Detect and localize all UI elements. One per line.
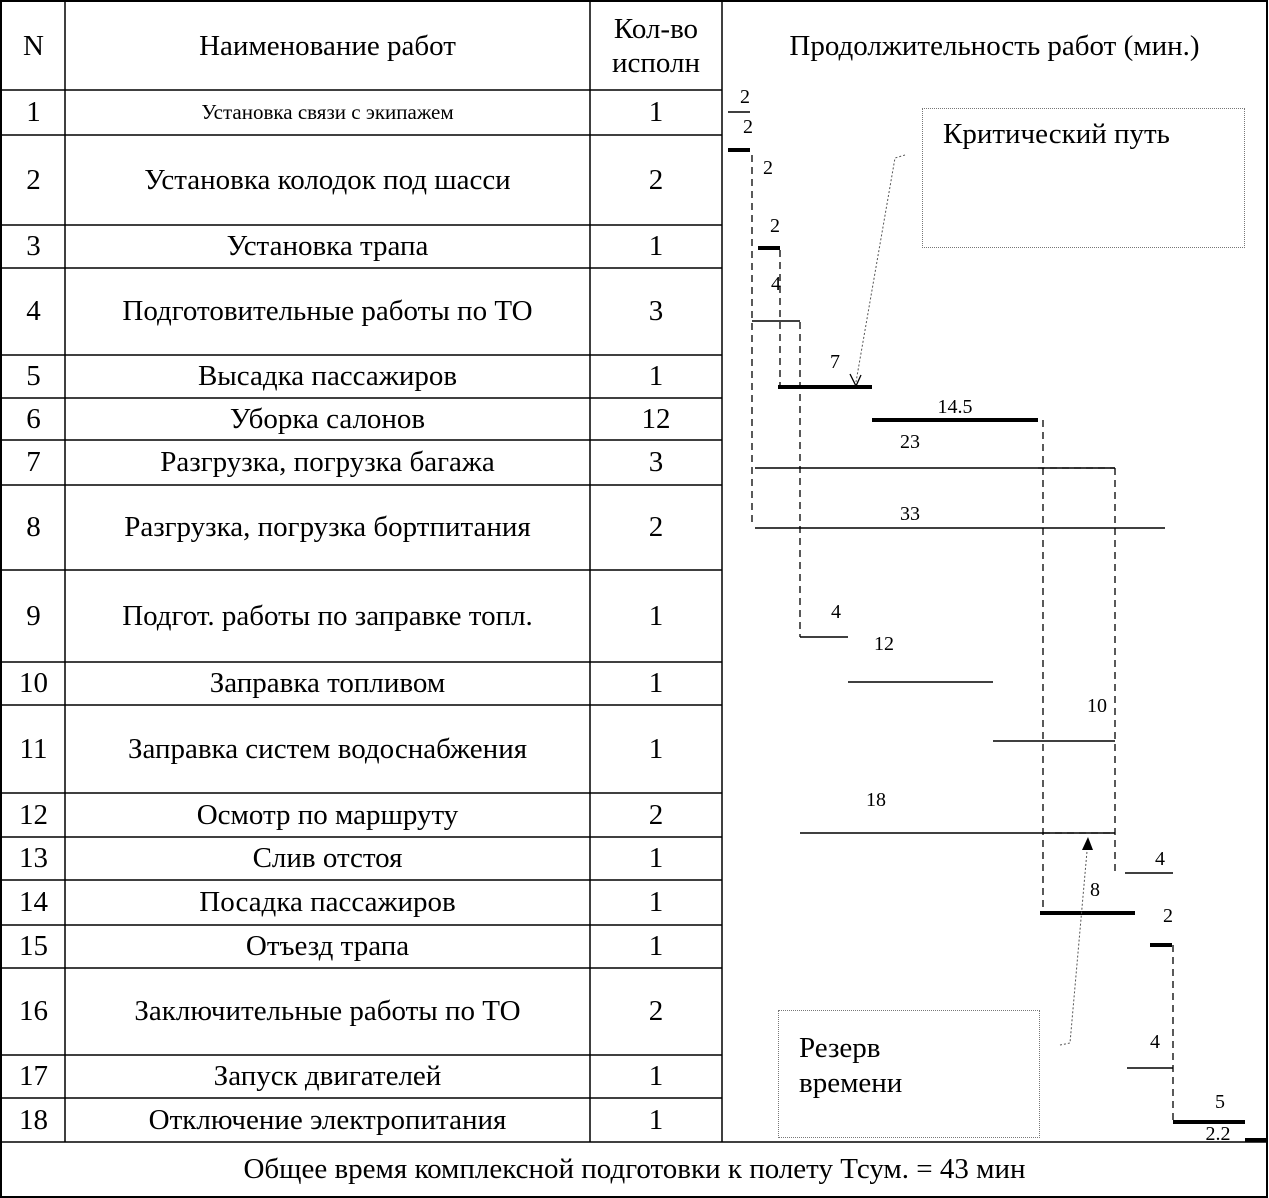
row-count: 1: [648, 230, 664, 263]
row-name: Установка связи с экипажем: [201, 100, 454, 125]
extra-label: 2: [763, 157, 773, 179]
row-n: 1: [26, 96, 41, 129]
duration-label: 2.2: [1206, 1123, 1231, 1145]
row-n: 14: [19, 886, 48, 919]
row-n: 8: [26, 511, 41, 544]
row-name: Заправка топливом: [209, 667, 446, 700]
row-count: 1: [648, 96, 664, 129]
header-duration: Продолжительность работ (мин.): [789, 29, 1200, 62]
row-count: 1: [648, 842, 664, 875]
row-name: Подготовительные работы по ТО: [122, 295, 533, 328]
reserve-arrow: [1059, 839, 1089, 1046]
row-count: 1: [648, 1103, 664, 1136]
duration-label: 8: [1090, 879, 1100, 901]
row-count: 2: [648, 511, 664, 544]
row-count: 1: [648, 732, 664, 765]
duration-label: 23: [900, 431, 920, 453]
row-count: 1: [648, 930, 664, 963]
critical-arrow: [855, 154, 906, 383]
duration-label: 7: [830, 351, 840, 373]
row-n: 13: [19, 842, 48, 875]
header-n: N: [23, 29, 44, 62]
row-name: Подгот. работы по заправке топл.: [122, 599, 533, 632]
row-name: Запуск двигателей: [213, 1060, 442, 1093]
duration-label: 18: [866, 789, 886, 811]
row-n: 11: [19, 732, 48, 765]
reserve-note: Резерв времени: [778, 1010, 1040, 1138]
row-name: Слив отстоя: [252, 842, 403, 875]
row-count: 2: [648, 995, 664, 1028]
duration-label: 5: [1215, 1091, 1225, 1113]
row-name: Посадка пассажиров: [199, 886, 456, 919]
duration-label: 12: [874, 633, 894, 655]
duration-label: 4: [1155, 848, 1165, 870]
row-n: 15: [19, 930, 48, 963]
row-n: 18: [19, 1103, 48, 1136]
row-name: Отъезд трапа: [245, 930, 410, 963]
row-n: 6: [26, 402, 41, 435]
footer: Общее время комплексной подготовки к пол…: [243, 1152, 1026, 1185]
row-n: 16: [19, 995, 48, 1028]
row-n: 2: [26, 163, 41, 196]
row-name: Разгрузка, погрузка бортпитания: [124, 511, 531, 544]
duration-label: 4: [771, 273, 781, 295]
header-name: Наименование работ: [199, 29, 456, 62]
duration-label: 2: [740, 86, 750, 108]
row-n: 5: [26, 360, 41, 393]
header-count: Кол-во исполн: [611, 12, 701, 79]
row-count: 1: [648, 886, 664, 919]
row-count: 3: [648, 446, 664, 479]
critical-arrowhead: [849, 373, 862, 388]
row-count: 1: [648, 599, 664, 632]
duration-label: 4: [831, 601, 841, 623]
duration-label: 14.5: [938, 396, 973, 418]
row-name: Установка трапа: [226, 230, 429, 263]
duration-label: 2: [1163, 905, 1173, 927]
critical-note: Критический путь: [922, 108, 1245, 248]
row-n: 17: [19, 1060, 48, 1093]
duration-label: 4: [1150, 1031, 1160, 1053]
row-name: Разгрузка, погрузка багажа: [160, 446, 495, 479]
duration-label: 2: [770, 215, 780, 237]
row-name: Высадка пассажиров: [197, 360, 458, 393]
row-n: 7: [26, 446, 41, 479]
row-count: 1: [648, 1060, 664, 1093]
row-n: 9: [26, 599, 41, 632]
duration-label: 2: [743, 116, 753, 138]
row-count: 2: [648, 798, 664, 831]
row-name: Установка колодок под шасси: [144, 163, 511, 196]
row-n: 10: [19, 667, 48, 700]
duration-label: 10: [1087, 695, 1107, 717]
row-name: Осмотр по маршруту: [196, 798, 459, 831]
row-count: 3: [648, 295, 664, 328]
row-name: Заключительные работы по ТО: [134, 995, 521, 1028]
row-count: 2: [648, 163, 664, 196]
row-count: 1: [648, 360, 664, 393]
reserve-arrowhead: [1082, 837, 1093, 850]
row-n: 12: [19, 798, 48, 831]
row-n: 3: [26, 230, 41, 263]
duration-label: 33: [900, 503, 920, 525]
row-name: Отключение электропитания: [148, 1103, 507, 1136]
row-count: 12: [641, 402, 671, 435]
row-name: Заправка систем водоснабжения: [127, 732, 528, 765]
row-name: Уборка салонов: [229, 402, 426, 435]
row-count: 1: [648, 667, 664, 700]
row-n: 4: [26, 295, 41, 328]
